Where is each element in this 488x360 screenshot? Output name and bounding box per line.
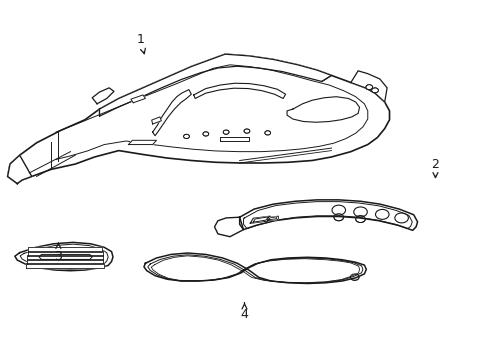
Circle shape: [333, 214, 343, 221]
Polygon shape: [267, 216, 278, 221]
Circle shape: [350, 274, 358, 280]
Polygon shape: [26, 262, 103, 268]
Polygon shape: [8, 155, 32, 184]
Text: 1: 1: [136, 33, 145, 54]
Polygon shape: [131, 95, 145, 103]
Circle shape: [183, 134, 189, 139]
Polygon shape: [39, 255, 92, 260]
Circle shape: [355, 215, 365, 222]
Circle shape: [353, 207, 366, 217]
Text: 4: 4: [240, 303, 248, 321]
Polygon shape: [239, 200, 417, 230]
Polygon shape: [15, 242, 113, 271]
Circle shape: [394, 213, 407, 223]
Polygon shape: [350, 71, 386, 102]
Polygon shape: [220, 137, 249, 141]
Circle shape: [244, 129, 249, 133]
Text: 3: 3: [54, 243, 62, 263]
Circle shape: [203, 132, 208, 136]
Polygon shape: [99, 54, 331, 116]
Circle shape: [264, 131, 270, 135]
Polygon shape: [8, 54, 389, 184]
Polygon shape: [28, 247, 102, 252]
Polygon shape: [128, 140, 156, 145]
Circle shape: [331, 205, 345, 215]
Polygon shape: [92, 88, 114, 104]
Circle shape: [223, 130, 228, 134]
Polygon shape: [27, 251, 102, 256]
Polygon shape: [27, 255, 103, 260]
Polygon shape: [27, 258, 103, 264]
Polygon shape: [143, 253, 366, 283]
Polygon shape: [286, 97, 359, 122]
Polygon shape: [193, 83, 285, 99]
Polygon shape: [214, 217, 243, 237]
Polygon shape: [152, 90, 191, 136]
Polygon shape: [250, 216, 269, 223]
Text: 2: 2: [430, 158, 439, 177]
Polygon shape: [151, 117, 161, 124]
Circle shape: [375, 210, 388, 219]
Circle shape: [365, 85, 372, 90]
Polygon shape: [269, 217, 276, 220]
Circle shape: [371, 88, 378, 93]
Polygon shape: [253, 217, 267, 222]
